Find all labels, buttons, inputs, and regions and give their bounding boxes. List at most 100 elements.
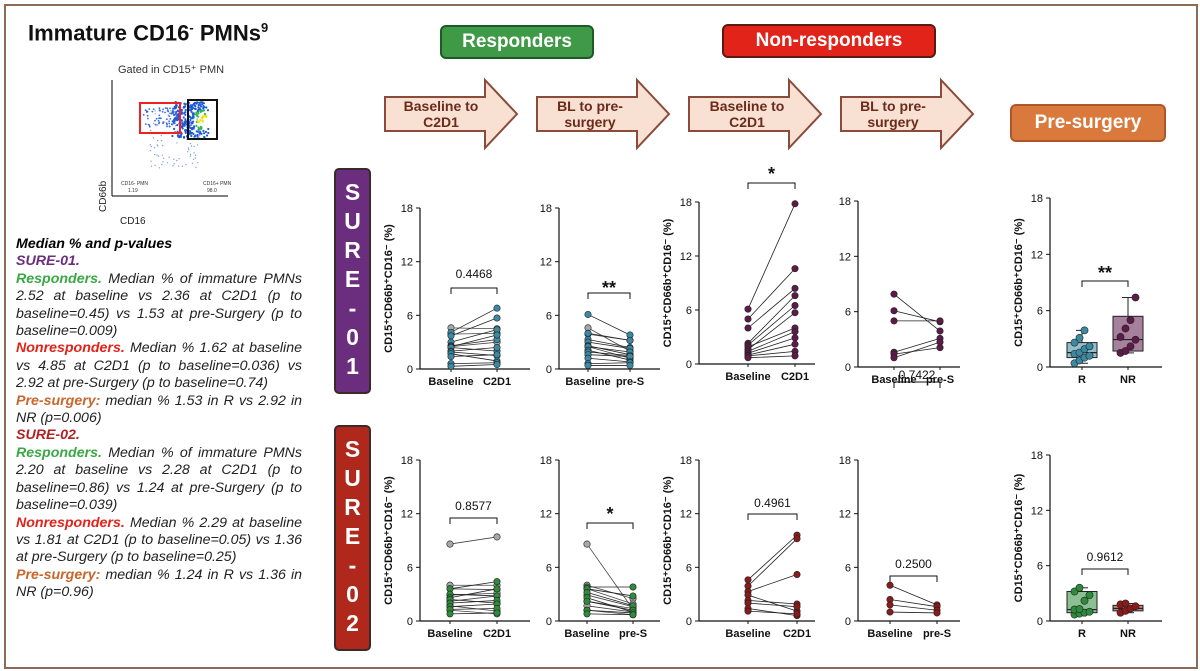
flow-dot — [199, 119, 202, 122]
flow-dot — [192, 120, 195, 123]
data-point — [890, 317, 898, 325]
pair-line — [889, 584, 938, 606]
flow-dot — [181, 125, 184, 128]
flow-dot — [177, 109, 180, 113]
y-tick-label: 12 — [540, 257, 552, 269]
x-tick-label: R — [1078, 374, 1086, 386]
flow-dot — [196, 133, 199, 137]
y-tick-label: 18 — [680, 197, 692, 209]
y-tick-label: 0 — [686, 359, 692, 371]
flow-dot — [170, 110, 172, 112]
flow-gated-label: Gated in CD15⁺ PMN — [118, 64, 224, 76]
significance-label: 0.8577 — [455, 499, 492, 513]
flow-dot — [176, 114, 179, 117]
data-point — [791, 301, 799, 309]
flow-dot — [191, 162, 194, 164]
y-tick-label: 6 — [686, 562, 692, 574]
flow-dot — [176, 159, 178, 162]
flow-dot — [153, 153, 156, 156]
significance-bracket — [747, 513, 798, 520]
data-point — [886, 608, 894, 616]
flow-dot — [176, 134, 180, 137]
y-tick-label: 18 — [540, 203, 552, 215]
svg-text:98.0: 98.0 — [207, 188, 217, 194]
data-point — [744, 315, 752, 323]
flow-dot — [207, 127, 210, 131]
pair-line — [747, 343, 796, 356]
chart-s2_r_c2d1: 0 6 12 18 Baseline C2D1 CD15⁺CD66b⁺CD16⁻ (%) 0.… — [383, 455, 530, 640]
flow-dot — [175, 116, 178, 119]
pair-line — [889, 611, 938, 614]
flow-dot — [167, 110, 170, 113]
flow-dot — [184, 110, 186, 113]
flow-dot — [189, 132, 192, 135]
flow-dot — [206, 109, 210, 112]
flow-dot — [175, 112, 177, 114]
flow-dot — [160, 134, 162, 137]
significance-label: * — [768, 164, 775, 184]
data-point — [447, 332, 455, 340]
y-tick-label: 18 — [1031, 450, 1043, 462]
flow-dot — [150, 165, 153, 167]
data-point — [791, 352, 799, 360]
data-point — [793, 603, 801, 611]
pair-line — [893, 310, 941, 323]
flow-dot — [195, 124, 198, 127]
pair-line — [586, 613, 634, 616]
flow-dot — [148, 125, 151, 128]
flow-dot — [184, 113, 187, 116]
data-point — [791, 292, 799, 300]
flow-dot — [175, 119, 177, 122]
pair-line — [747, 268, 796, 320]
significance-label: 0.4961 — [754, 496, 791, 510]
flow-dot — [201, 103, 204, 106]
data-point — [447, 352, 455, 360]
flow-dot — [184, 103, 187, 106]
flow-dot — [202, 107, 205, 110]
flow-dot — [158, 167, 161, 169]
flow-dot — [182, 106, 185, 109]
y-tick-label: 12 — [680, 509, 692, 521]
flow-dot — [199, 105, 203, 108]
flow-dot — [197, 103, 200, 107]
flow-dot — [173, 107, 176, 110]
arrow-bl-presurgery-nonresp: BL to pre- surgery — [840, 77, 975, 151]
data-point — [629, 592, 637, 600]
flow-dot — [175, 105, 178, 108]
flow-dot — [189, 104, 192, 107]
x-tick-label: NR — [1120, 374, 1136, 386]
y-tick-label: 12 — [401, 509, 413, 521]
y-axis-label: CD15⁺CD66b⁺CD16⁻ (%) — [383, 224, 395, 353]
flow-dot — [144, 109, 147, 112]
significance-bracket — [449, 517, 498, 524]
flow-dot — [150, 145, 153, 148]
y-axis-label: CD15⁺CD66b⁺CD16⁻ (%) — [662, 476, 674, 605]
flow-dot — [172, 112, 175, 114]
y-tick-label: 6 — [546, 310, 552, 322]
flow-dot — [154, 164, 156, 166]
flow-dot — [183, 120, 186, 123]
flow-dot — [195, 102, 198, 105]
y-tick-label: 0 — [546, 616, 552, 628]
significance-label: 0.2500 — [895, 557, 932, 571]
y-tick-label: 0 — [407, 616, 413, 628]
nonresponders-header: Non-responders — [722, 24, 936, 58]
flow-dot — [169, 118, 172, 120]
flow-dot — [167, 114, 169, 116]
svg-text:CD16- PMN: CD16- PMN — [121, 181, 148, 187]
chart-s2_r_pres: 0 6 12 18 Baseline pre-S * — [540, 455, 660, 640]
pair-line — [586, 588, 634, 597]
y-axis-label: CD15⁺CD66b⁺CD16⁻ (%) — [383, 476, 395, 605]
flow-dot — [171, 120, 174, 123]
data-point — [446, 610, 454, 618]
flow-dot — [151, 110, 154, 113]
flow-dot — [169, 112, 171, 115]
flow-dot — [189, 155, 191, 157]
flow-dot — [193, 107, 196, 110]
data-point — [1075, 605, 1084, 613]
y-tick-label: 0 — [845, 616, 851, 628]
flow-dot — [174, 125, 177, 127]
flow-dot — [173, 122, 176, 125]
flow-dot — [195, 166, 197, 169]
flow-dot — [182, 121, 185, 124]
